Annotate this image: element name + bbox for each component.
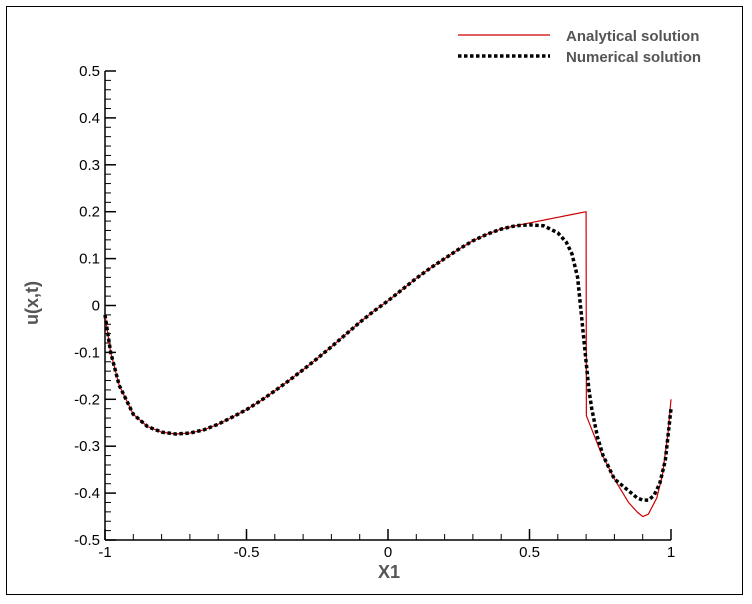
x-tick-label: -1 bbox=[98, 544, 111, 561]
legend-label-numerical: Numerical solution bbox=[566, 49, 701, 66]
analytical-solution-line bbox=[104, 211, 672, 518]
y-tick-label: -0.4 bbox=[74, 485, 100, 502]
chart-frame bbox=[6, 6, 743, 595]
y-tick-label: 0 bbox=[92, 298, 100, 315]
y-tick-label: 0.2 bbox=[79, 204, 100, 221]
y-tick-label: -0.3 bbox=[74, 438, 100, 455]
y-tick-label: -0.1 bbox=[74, 344, 100, 361]
legend: Analytical solution Numerical solution bbox=[458, 28, 701, 66]
legend-label-analytical: Analytical solution bbox=[566, 28, 699, 45]
x-tick-label: 1 bbox=[667, 544, 675, 561]
y-tick-label: 0.1 bbox=[79, 251, 100, 268]
ticks: -0.5-0.4-0.3-0.2-0.100.10.20.30.40.5-1 -0… bbox=[74, 63, 675, 561]
y-tick-label: 0.4 bbox=[79, 110, 100, 127]
y-tick-label: -0.5 bbox=[74, 532, 100, 549]
y-axis-title: u(x,t) bbox=[22, 281, 42, 325]
y-tick-label: 0.3 bbox=[79, 157, 100, 174]
x-tick-label: 0.5 bbox=[519, 544, 540, 561]
x-axis-title: X1 bbox=[378, 562, 400, 582]
x-tick-label: -0.5 bbox=[234, 544, 260, 561]
x-tick-label: 0 bbox=[384, 544, 392, 561]
y-tick-label: 0.5 bbox=[79, 63, 100, 80]
series-layer bbox=[103, 211, 673, 518]
y-tick-label: -0.2 bbox=[74, 391, 100, 408]
numerical-solution-line bbox=[103, 223, 673, 502]
